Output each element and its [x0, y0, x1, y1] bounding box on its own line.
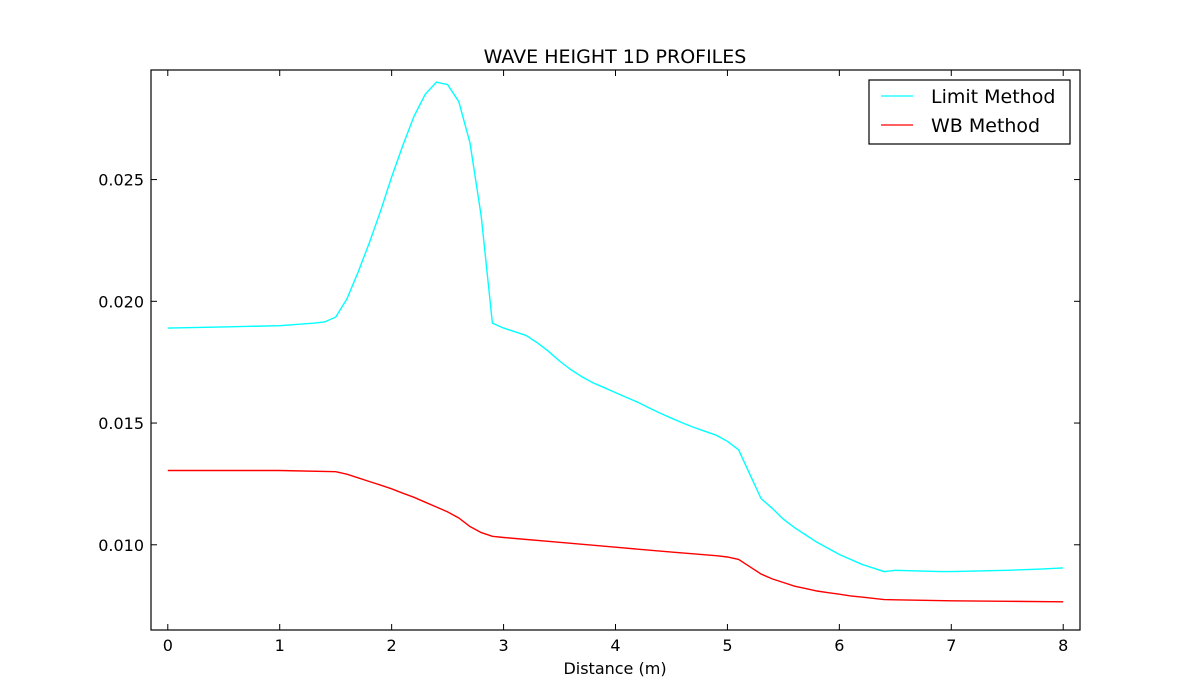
legend-label-limit-method: Limit Method [931, 86, 1055, 108]
x-tick-label: 8 [1058, 636, 1068, 655]
plot-frame [150, 69, 1081, 631]
axis-ticks: 0 1 2 3 4 5 6 7 8 0.010 0.015 0.020 0.025 [98, 70, 1080, 655]
legend-box [868, 79, 1071, 145]
x-tick-label: 5 [722, 636, 732, 655]
x-tick-label: 6 [834, 636, 844, 655]
y-tick-label: 0.020 [98, 292, 144, 311]
legend: Limit Method WB Method [868, 79, 1071, 145]
y-tick-label: 0.025 [98, 171, 144, 190]
series-line-limit-method [167, 81, 1064, 573]
y-tick-label: 0.010 [98, 536, 144, 555]
legend-label-wb-method: WB Method [931, 115, 1040, 137]
x-tick-label: 7 [946, 636, 956, 655]
x-axis-label: Distance (m) [563, 659, 666, 678]
x-tick-label: 2 [387, 636, 397, 655]
x-tick-label: 3 [498, 636, 508, 655]
series-line-wb-method [167, 469, 1064, 603]
x-tick-label: 1 [275, 636, 285, 655]
x-tick-label: 4 [610, 636, 620, 655]
plot-lines [167, 81, 1064, 603]
y-tick-label: 0.015 [98, 414, 144, 433]
chart-title: WAVE HEIGHT 1D PROFILES [484, 46, 747, 68]
x-tick-label: 0 [163, 636, 173, 655]
